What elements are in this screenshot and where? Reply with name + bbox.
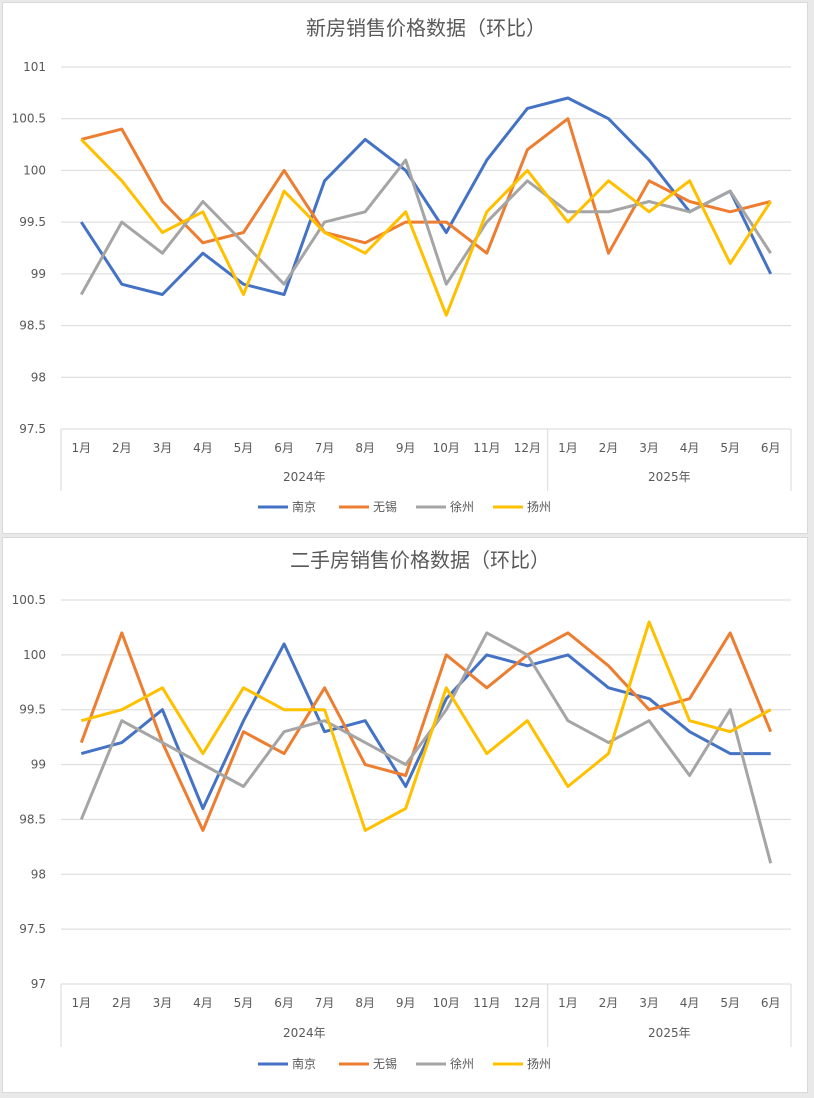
legend-label: 徐州	[450, 499, 474, 514]
x-tick-label: 5月	[720, 441, 740, 455]
y-tick-label: 98	[31, 867, 46, 881]
series-line-扬州	[80, 138, 772, 317]
resale-home-chart: 二手房销售价格数据（环比） 97 97.5 98 98.5 99 99.5 100 100.5 1…	[2, 537, 808, 1093]
y-tick-label: 98.5	[19, 812, 46, 826]
x-tick-label: 12月	[514, 441, 541, 455]
y-tick-label: 97	[31, 977, 46, 991]
x-tick-label: 1月	[558, 441, 578, 455]
series-line-徐州	[79, 158, 772, 296]
new-home-chart: 新房销售价格数据（环比） 97.5 98 98.5 99 99.5 100 100.5 101 1…	[2, 2, 808, 534]
x-tick-label: 3月	[153, 441, 173, 455]
y-tick-label: 100	[23, 163, 46, 177]
x-tick-label: 12月	[514, 996, 541, 1010]
legend-label: 无锡	[373, 1056, 397, 1071]
chart-title: 二手房销售价格数据（环比）	[290, 548, 550, 572]
x-tick-label: 7月	[315, 996, 335, 1010]
legend-label: 无锡	[373, 499, 397, 514]
x-tick-label: 5月	[720, 996, 740, 1010]
year-label: 2025年	[648, 1026, 691, 1040]
series-line-扬州	[80, 620, 772, 832]
y-tick-label: 99	[31, 758, 46, 772]
x-tick-label: 6月	[761, 441, 781, 455]
x-tick-label: 7月	[315, 441, 335, 455]
y-tick-label: 99	[31, 267, 46, 281]
x-tick-label: 4月	[193, 996, 213, 1010]
x-tick-label: 2月	[112, 996, 132, 1010]
x-tick-label: 4月	[680, 996, 700, 1010]
x-tick-label: 6月	[274, 996, 294, 1010]
y-tick-label: 99.5	[19, 703, 46, 717]
x-tick-label: 6月	[274, 441, 294, 455]
year-label: 2025年	[648, 470, 691, 484]
legend-label: 扬州	[527, 499, 551, 514]
legend-label: 扬州	[527, 1056, 551, 1071]
year-label: 2024年	[283, 470, 326, 484]
x-tick-label: 8月	[355, 441, 375, 455]
x-tick-label: 2月	[599, 996, 619, 1010]
series-line-南京	[80, 96, 773, 296]
y-tick-label: 100.5	[12, 112, 46, 126]
x-tick-label: 5月	[234, 996, 254, 1010]
y-tick-label: 100.5	[12, 593, 46, 607]
x-tick-label: 1月	[71, 996, 91, 1010]
x-tick-label: 2月	[599, 441, 619, 455]
y-tick-label: 97.5	[19, 422, 46, 436]
x-tick-label: 5月	[234, 441, 254, 455]
new-home-chart-svg: 新房销售价格数据（环比） 97.5 98 98.5 99 99.5 100 100.5 101 1…	[12, 16, 792, 514]
x-tick-label: 3月	[639, 996, 659, 1010]
x-tick-label: 2月	[112, 441, 132, 455]
chart-title: 新房销售价格数据（环比）	[306, 16, 546, 40]
x-tick-label: 3月	[639, 441, 659, 455]
x-tick-label: 3月	[153, 996, 173, 1010]
resale-home-chart-svg: 二手房销售价格数据（环比） 97 97.5 98 98.5 99 99.5 100 100.5 1…	[12, 548, 792, 1071]
y-tick-label: 98.5	[19, 319, 46, 333]
legend-label: 南京	[292, 499, 316, 514]
x-tick-label: 11月	[473, 441, 500, 455]
x-tick-label: 10月	[433, 441, 460, 455]
x-tick-label: 9月	[396, 441, 416, 455]
x-tick-label: 10月	[433, 996, 460, 1010]
y-tick-label: 100	[23, 648, 46, 662]
y-tick-label: 97.5	[19, 922, 46, 936]
y-tick-label: 101	[23, 60, 46, 74]
x-tick-label: 9月	[396, 996, 416, 1010]
x-tick-label: 4月	[193, 441, 213, 455]
x-tick-label: 1月	[558, 996, 578, 1010]
x-tick-label: 1月	[71, 441, 91, 455]
x-tick-label: 6月	[761, 996, 781, 1010]
y-tick-label: 99.5	[19, 215, 46, 229]
legend-label: 南京	[292, 1056, 316, 1071]
legend-label: 徐州	[450, 1056, 474, 1071]
series-line-南京	[80, 642, 771, 810]
series-line-无锡	[79, 631, 773, 832]
year-label: 2024年	[283, 1026, 326, 1040]
x-tick-label: 4月	[680, 441, 700, 455]
series-line-无锡	[80, 117, 772, 255]
x-tick-label: 11月	[473, 996, 500, 1010]
y-tick-label: 98	[31, 370, 46, 384]
series-line-徐州	[79, 631, 773, 864]
x-tick-label: 8月	[355, 996, 375, 1010]
